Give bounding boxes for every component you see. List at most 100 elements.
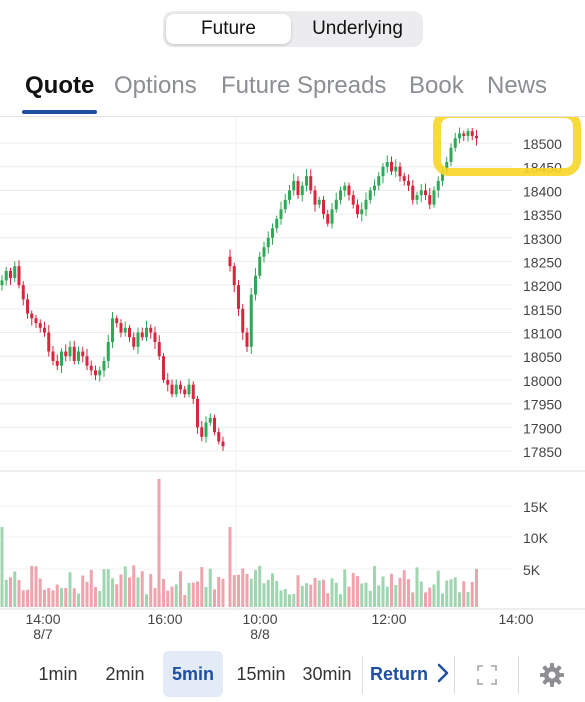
candle-body: [98, 370, 102, 376]
price-tick-label: 17900: [523, 420, 562, 436]
volume-bar: [326, 593, 330, 607]
volume-bar: [381, 576, 385, 607]
candle-body: [30, 313, 34, 319]
gear-icon[interactable]: [537, 660, 567, 690]
candle-body: [149, 327, 153, 333]
toolbar-separator: [362, 656, 363, 694]
volume-bars: [0, 479, 478, 607]
volume-bar: [166, 590, 170, 607]
tab-news[interactable]: News: [487, 72, 548, 99]
candle-body: [322, 199, 325, 215]
volume-bar: [334, 582, 338, 607]
timeframe-5min[interactable]: 5min: [163, 651, 223, 697]
candle-body: [228, 256, 232, 267]
volume-bar: [115, 584, 119, 607]
candle-body: [436, 180, 440, 191]
volume-bar: [30, 565, 34, 607]
candle-body: [385, 161, 389, 167]
volume-bar: [187, 582, 191, 607]
candle-body: [394, 166, 398, 172]
candle-body: [217, 432, 221, 442]
volume-bar: [4, 579, 8, 607]
candle-body: [390, 161, 393, 172]
candle-body: [279, 209, 283, 219]
volume-bar: [136, 577, 140, 607]
volume-bar: [428, 587, 432, 607]
volume-bar: [339, 594, 342, 607]
candle-body: [377, 176, 381, 186]
candle-body: [296, 180, 300, 196]
candle-body: [343, 185, 347, 191]
segment-underlying[interactable]: Underlying: [312, 18, 403, 39]
candle-body: [373, 185, 376, 191]
volume-bar: [55, 584, 59, 607]
candle-body: [26, 299, 29, 314]
candle-body: [449, 147, 453, 162]
volume-bar: [466, 592, 470, 607]
price-candles: [0, 127, 478, 451]
volume-bar: [356, 576, 359, 607]
candle-body: [34, 318, 38, 324]
candle-body: [339, 190, 342, 200]
volume-bar: [132, 565, 136, 607]
candle-body: [424, 190, 427, 196]
candle-body: [368, 190, 372, 200]
tab-quote[interactable]: Quote: [25, 72, 95, 99]
candle-body: [381, 166, 385, 177]
candle-body: [166, 379, 170, 385]
volume-bar: [174, 584, 178, 607]
volume-bar: [149, 574, 153, 607]
return-button[interactable]: Return: [370, 651, 449, 697]
candle-body: [183, 389, 187, 395]
tab-options[interactable]: Options: [114, 72, 197, 99]
price-tick-label: 17850: [523, 444, 562, 460]
candle-body: [72, 346, 76, 361]
volume-bar: [47, 588, 51, 607]
tab-future-spreads[interactable]: Future Spreads: [221, 72, 387, 99]
volume-bar: [119, 574, 123, 607]
volume-bar: [462, 581, 466, 607]
price-tick-label: 18400: [523, 183, 562, 199]
candle-body: [119, 323, 123, 333]
timeframe-2min[interactable]: 2min: [105, 664, 145, 684]
candle-body: [0, 280, 4, 286]
tab-book[interactable]: Book: [409, 72, 464, 99]
candle-body: [55, 360, 59, 366]
volume-bar: [475, 568, 478, 607]
segment-future[interactable]: Future: [166, 14, 291, 44]
candle-body: [115, 318, 119, 324]
volume-bar: [411, 592, 415, 607]
volume-bar: [390, 573, 393, 607]
candle-body: [309, 176, 313, 191]
candle-body: [51, 351, 55, 361]
candle-body: [64, 351, 68, 357]
volume-bar: [9, 577, 12, 607]
timeframe-30min[interactable]: 30min: [302, 664, 352, 684]
future-underlying-segmented-control: Future Underlying: [163, 11, 423, 47]
candlestick-chart[interactable]: 17850 17900 17950 18000 18050 18100 18150 18200…: [0, 117, 585, 648]
price-tick-label: 18350: [523, 207, 562, 223]
candle-body: [208, 417, 212, 423]
candle-body: [21, 285, 25, 300]
candle-body: [221, 441, 225, 447]
volume-bar: [106, 569, 110, 607]
volume-bar: [351, 573, 355, 607]
volume-bar: [470, 582, 474, 607]
fullscreen-icon[interactable]: [472, 660, 502, 690]
candle-body: [179, 384, 182, 390]
timeframe-1min[interactable]: 1min: [38, 664, 78, 684]
volume-bar: [43, 589, 46, 607]
candle-body: [470, 131, 474, 136]
price-tick-label: 18100: [523, 326, 562, 342]
timeframe-15min[interactable]: 15min: [236, 664, 286, 684]
candle-body: [347, 185, 351, 196]
volume-bar: [0, 527, 4, 607]
volume-bar: [394, 584, 398, 607]
date-tick-label: 8/7: [33, 626, 53, 642]
candle-body: [85, 356, 89, 366]
volume-bar: [102, 569, 106, 607]
candle-body: [60, 351, 63, 366]
candle-body: [68, 346, 72, 357]
volume-bar: [283, 588, 287, 607]
volume-bar: [196, 581, 199, 607]
